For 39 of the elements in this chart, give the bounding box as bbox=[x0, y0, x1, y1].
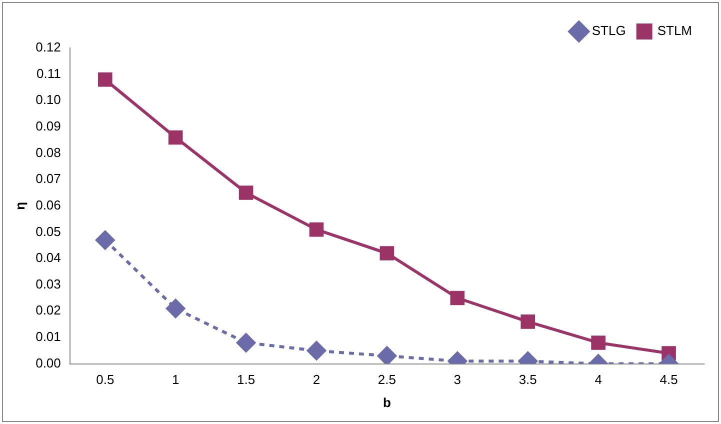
x-tick-label: 2 bbox=[312, 372, 320, 388]
point bbox=[520, 314, 536, 329]
y-tick-label: 0.07 bbox=[36, 171, 61, 186]
y-tick-label: 0.05 bbox=[36, 224, 61, 239]
x-axis-title: b bbox=[382, 394, 391, 410]
y-axis-title: η bbox=[12, 202, 28, 210]
point bbox=[236, 333, 256, 352]
x-tick-label: 4 bbox=[594, 372, 602, 388]
y-tick-label: 0.00 bbox=[36, 355, 61, 370]
point bbox=[377, 346, 396, 364]
x-tick-label: 1.5 bbox=[237, 372, 256, 388]
x-tick-label: 4.5 bbox=[660, 372, 678, 388]
point bbox=[168, 130, 183, 145]
point bbox=[309, 222, 324, 237]
y-tick-label: 0.12 bbox=[36, 40, 61, 55]
y-tick-label: 0.01 bbox=[36, 329, 61, 344]
y-tick-label: 0.08 bbox=[36, 144, 61, 160]
y-tick-label: 0.03 bbox=[36, 276, 61, 292]
x-tick-label: 3 bbox=[454, 372, 462, 388]
point bbox=[450, 290, 465, 306]
point bbox=[166, 299, 186, 318]
point bbox=[591, 336, 606, 350]
y-tick-label: 0.09 bbox=[36, 118, 61, 134]
legend-label: STLM bbox=[657, 23, 692, 38]
y-tick-label: 0.06 bbox=[36, 197, 61, 212]
point bbox=[98, 72, 112, 87]
y-tick-label: 0.02 bbox=[36, 302, 61, 318]
legend-label: STLG bbox=[592, 23, 626, 38]
x-tick-label: 3.5 bbox=[518, 372, 537, 388]
x-tick-label: 1 bbox=[172, 372, 180, 388]
point bbox=[238, 186, 254, 200]
point bbox=[380, 246, 394, 260]
y-tick-label: 0.04 bbox=[36, 250, 61, 266]
point bbox=[306, 341, 326, 360]
x-tick-label: 0.5 bbox=[96, 372, 114, 388]
point bbox=[96, 230, 115, 250]
x-tick-label: 2.5 bbox=[378, 372, 396, 388]
y-tick-label: 0.11 bbox=[36, 66, 61, 81]
y-tick-label: 0.10 bbox=[36, 92, 61, 108]
